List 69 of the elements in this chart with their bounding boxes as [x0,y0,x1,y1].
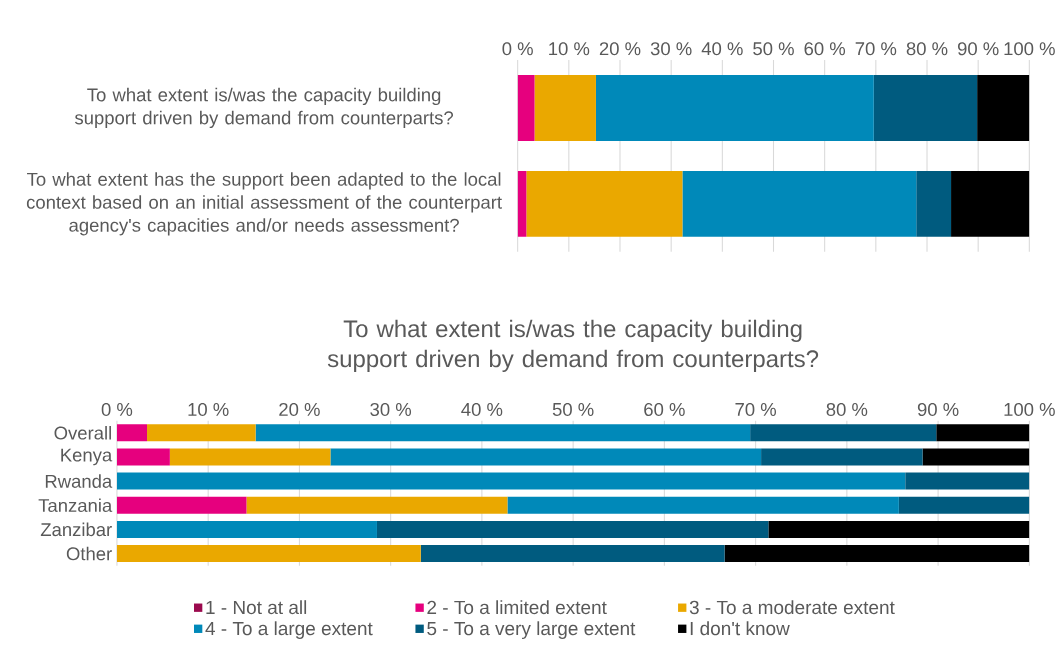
bar [330,448,762,466]
bar [750,424,937,442]
bar [724,545,1030,563]
bar [116,521,377,539]
y-tick-label: Rwanda [45,474,113,489]
y-tick-label: Other [66,546,112,561]
x-tick-label: 20 % [599,42,641,56]
x-tick-label: 60 % [804,42,846,56]
bar [517,171,527,238]
bar [376,521,769,539]
chart-title: To what extent is/was the capacity building support driven by demand from counterparts? [327,319,819,373]
x-tick-label: 100 % [1004,403,1055,417]
legend-label: 5 - To a very large extent [427,621,636,640]
x-tick-label: 50 % [552,403,594,417]
legend-label: 2 - To a limited extent [427,600,607,615]
x-tick-label: 40 % [461,403,503,417]
legend-label: I don't know [690,621,790,636]
y-tick-label: Kenya [61,448,113,466]
x-tick-label: 90 % [917,403,959,417]
x-tick-label: 80 % [906,42,948,56]
y-tick-label: Zanzibar [40,522,112,537]
legend-label: 1 - Not at all [206,600,307,615]
y-tick-label: To what extent has the support been adapted to the local context based on an initial assessment of the counterpart agency's capacities and/or needs assessment? [26,172,502,236]
bar [768,521,1030,539]
x-tick-label: 60 % [644,403,685,417]
y-tick-label: Tanzania [38,498,113,513]
x-tick-label: 80 % [826,403,868,417]
x-tick-label: 100 % [1004,42,1055,56]
bar [951,171,1030,238]
x-tick-label: 40 % [701,42,743,56]
legend-label: 4 - To a large extent [205,621,373,640]
x-tick-label: 10 % [549,42,590,56]
bar [873,75,978,142]
x-tick-label: 0 % [101,403,133,417]
bar [526,171,683,238]
bar [595,75,874,142]
bar [905,472,1030,490]
bar [116,545,421,563]
bar [534,75,596,142]
bar [682,171,917,238]
y-tick-label: To what extent is/was the capacity building support driven by demand from counterparts? [74,88,454,129]
bar [246,496,508,514]
bar [922,448,1030,466]
x-tick-label: 20 % [279,403,320,417]
bar [898,496,1030,514]
bar [936,424,1030,442]
x-tick-label: 90 % [957,42,999,56]
bar [761,448,923,466]
bar [116,496,247,514]
x-tick-label: 0 % [502,42,533,56]
bar [147,424,256,442]
x-tick-label: 30 % [650,42,692,56]
bar [116,424,148,442]
bar [420,545,725,563]
bar [255,424,751,442]
x-tick-label: 30 % [370,403,412,417]
x-tick-label: 50 % [753,42,794,56]
bar [116,472,906,490]
bar [116,448,170,466]
legend-label: 3 - To a moderate extent [689,600,895,615]
y-tick-label: Overall [54,426,111,440]
bar [169,448,331,466]
x-tick-label: 10 % [188,403,229,417]
x-tick-label: 70 % [735,403,777,417]
x-tick-label: 70 % [855,42,897,56]
bar [517,75,535,142]
bar [916,171,952,238]
bar [507,496,899,514]
bar [977,75,1030,142]
